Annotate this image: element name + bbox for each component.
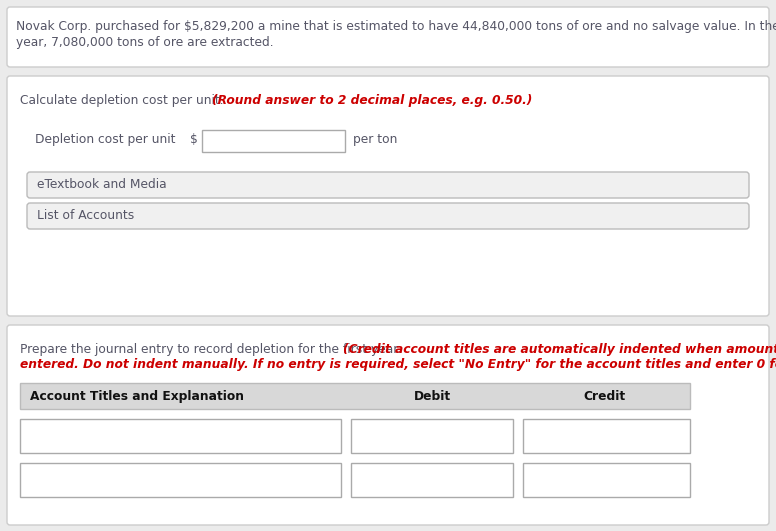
Text: (Round answer to 2 decimal places, e.g. 0.50.): (Round answer to 2 decimal places, e.g. … [212,94,532,107]
Text: List of Accounts: List of Accounts [37,209,134,222]
Text: (Credit account titles are automatically indented when amount is: (Credit account titles are automatically… [343,343,776,356]
FancyBboxPatch shape [7,7,769,67]
Text: Calculate depletion cost per unit.: Calculate depletion cost per unit. [20,94,227,107]
Text: Debit: Debit [414,390,451,403]
Text: entered. Do not indent manually. If no entry is required, select "No Entry" for : entered. Do not indent manually. If no e… [20,358,776,371]
Text: Prepare the journal entry to record depletion for the first year.: Prepare the journal entry to record depl… [20,343,405,356]
FancyBboxPatch shape [7,325,769,525]
Text: Depletion cost per unit: Depletion cost per unit [35,133,175,146]
Text: Credit: Credit [583,390,625,403]
Text: per ton: per ton [353,133,397,146]
Bar [351,463,513,497]
Bar [351,419,513,453]
Bar [202,130,345,152]
Text: eTextbook and Media: eTextbook and Media [37,178,167,191]
Bar [20,383,690,409]
Bar [523,419,690,453]
FancyBboxPatch shape [27,203,749,229]
Text: Account Titles and Explanation: Account Titles and Explanation [30,390,244,403]
Text: $: $ [190,133,198,146]
FancyBboxPatch shape [27,172,749,198]
Bar [523,463,690,497]
Text: year, 7,080,000 tons of ore are extracted.: year, 7,080,000 tons of ore are extracte… [16,36,274,49]
Bar [20,463,341,497]
Text: Novak Corp. purchased for $5,829,200 a mine that is estimated to have 44,840,000: Novak Corp. purchased for $5,829,200 a m… [16,20,776,33]
FancyBboxPatch shape [7,76,769,316]
Bar [20,419,341,453]
